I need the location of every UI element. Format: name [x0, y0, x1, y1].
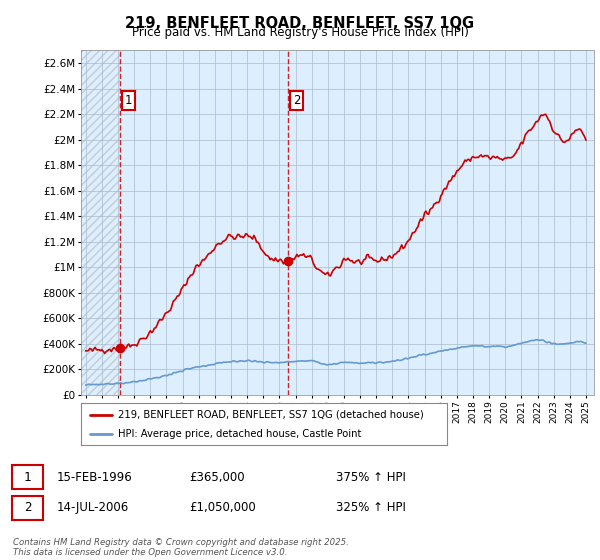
Bar [120, 50, 288, 395]
Text: 1: 1 [24, 470, 31, 484]
Text: 2: 2 [293, 94, 301, 107]
Text: 219, BENFLEET ROAD, BENFLEET, SS7 1QG: 219, BENFLEET ROAD, BENFLEET, SS7 1QG [125, 16, 475, 31]
Text: HPI: Average price, detached house, Castle Point: HPI: Average price, detached house, Cast… [118, 429, 361, 439]
Text: Price paid vs. HM Land Registry's House Price Index (HPI): Price paid vs. HM Land Registry's House … [131, 26, 469, 39]
Text: £365,000: £365,000 [189, 470, 245, 484]
Text: 2: 2 [24, 501, 31, 515]
Text: 1: 1 [125, 94, 133, 107]
Text: 14-JUL-2006: 14-JUL-2006 [57, 501, 129, 515]
Text: 219, BENFLEET ROAD, BENFLEET, SS7 1QG (detached house): 219, BENFLEET ROAD, BENFLEET, SS7 1QG (d… [118, 409, 424, 419]
Text: 375% ↑ HPI: 375% ↑ HPI [336, 470, 406, 484]
Text: £1,050,000: £1,050,000 [189, 501, 256, 515]
Text: 15-FEB-1996: 15-FEB-1996 [57, 470, 133, 484]
Text: 325% ↑ HPI: 325% ↑ HPI [336, 501, 406, 515]
Bar [81, 50, 120, 395]
Text: Contains HM Land Registry data © Crown copyright and database right 2025.
This d: Contains HM Land Registry data © Crown c… [13, 538, 349, 557]
